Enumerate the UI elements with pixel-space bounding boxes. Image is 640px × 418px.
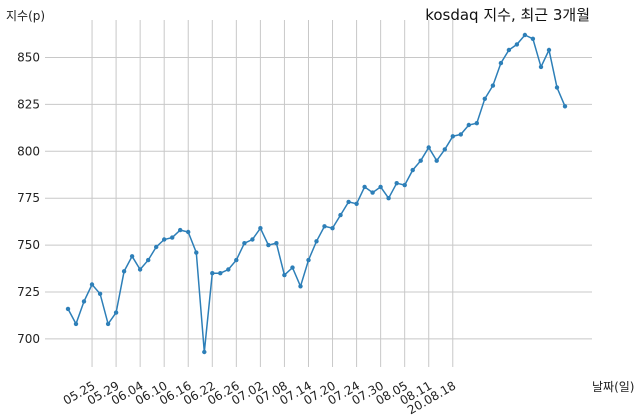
data-point <box>418 158 423 163</box>
data-point <box>498 60 504 66</box>
data-point <box>426 145 431 150</box>
data-point <box>522 32 528 38</box>
data-point <box>386 196 391 201</box>
data-point <box>306 257 311 263</box>
data-point <box>290 265 295 270</box>
data-point <box>434 158 439 163</box>
data-point <box>346 199 351 205</box>
data-point <box>482 96 487 102</box>
data-point <box>474 121 479 126</box>
data-point <box>89 282 95 287</box>
data-point <box>506 47 512 53</box>
y-tick-label: 850 <box>17 51 40 65</box>
y-tick-label: 800 <box>17 144 40 158</box>
data-point <box>146 257 151 263</box>
data-point <box>402 182 407 188</box>
data-point <box>314 239 319 244</box>
data-point <box>362 184 367 190</box>
data-point <box>394 181 399 186</box>
grid <box>45 20 592 367</box>
data-point <box>530 36 536 41</box>
data-point <box>218 271 223 276</box>
data-point <box>226 267 231 272</box>
x-axis-ticks: 05.2505.2906.0406.1006.1606.2206.2607.02… <box>61 378 458 417</box>
y-axis-label: 지수(p) <box>6 9 45 23</box>
data-point <box>250 237 255 242</box>
data-point <box>266 242 271 248</box>
data-point <box>458 132 463 137</box>
y-axis-ticks: 700 725 750 775 800 825 850 <box>17 51 40 346</box>
series-line <box>67 34 566 353</box>
data-point <box>410 167 415 173</box>
data-point <box>194 250 199 255</box>
data-point <box>546 47 552 53</box>
data-point <box>81 299 87 304</box>
data-point <box>234 257 239 263</box>
data-point <box>338 212 343 218</box>
data-point <box>466 122 471 128</box>
data-point <box>65 306 71 312</box>
y-tick-label: 775 <box>17 191 40 205</box>
y-tick-label: 700 <box>17 332 40 346</box>
data-point <box>562 104 568 109</box>
data-point <box>242 241 247 246</box>
data-point <box>298 284 303 289</box>
data-point <box>258 226 263 231</box>
data-point <box>202 349 207 355</box>
data-point <box>113 310 119 315</box>
data-point <box>490 83 496 88</box>
x-axis-label: 날짜(일) <box>592 380 634 394</box>
data-point <box>97 291 103 296</box>
data-points <box>65 32 568 355</box>
data-point <box>354 201 359 206</box>
data-point <box>514 42 520 47</box>
data-point <box>370 190 375 195</box>
data-point <box>442 147 447 152</box>
data-point <box>378 184 383 190</box>
data-point <box>137 267 143 272</box>
data-point <box>170 235 175 240</box>
data-point <box>121 269 127 274</box>
data-point <box>186 229 191 235</box>
y-tick-label: 750 <box>17 238 40 252</box>
data-point <box>330 226 335 231</box>
chart-title: kosdaq 지수, 최근 3개월 <box>425 6 590 24</box>
data-point <box>554 85 560 90</box>
data-point <box>274 241 279 246</box>
data-point <box>73 321 79 327</box>
data-point <box>450 134 455 139</box>
y-tick-label: 725 <box>17 285 40 299</box>
y-tick-label: 825 <box>17 97 40 111</box>
series-layer <box>67 34 566 353</box>
data-point <box>538 64 544 70</box>
data-point <box>154 244 159 250</box>
data-point <box>210 271 215 276</box>
data-point <box>129 254 135 259</box>
data-point <box>162 237 167 242</box>
data-point <box>178 227 183 233</box>
data-point <box>322 224 327 229</box>
data-point <box>105 321 111 327</box>
data-point <box>282 272 287 278</box>
